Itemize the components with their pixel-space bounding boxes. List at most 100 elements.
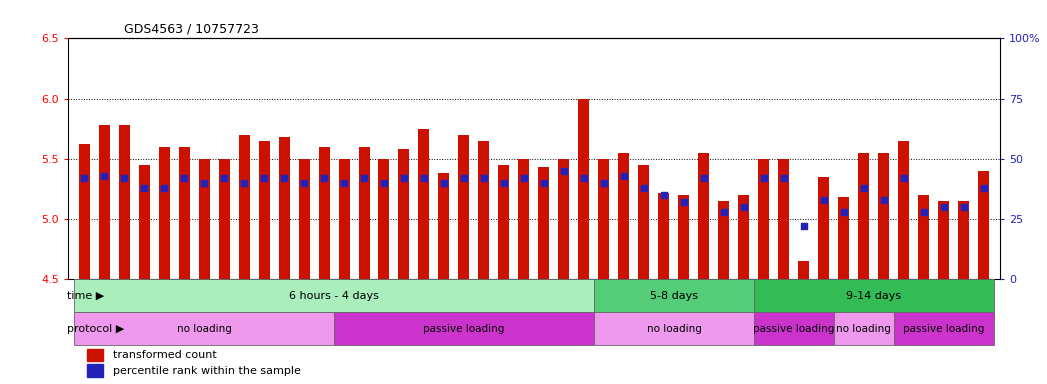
Point [776, 175, 793, 181]
Bar [754, 280, 994, 312]
Bar [978, 171, 989, 280]
Point [616, 173, 632, 179]
Point [176, 175, 193, 181]
Point [416, 175, 432, 181]
Bar [239, 135, 249, 280]
Bar [659, 193, 669, 280]
Bar [459, 135, 469, 280]
Point [816, 197, 832, 203]
Point [515, 175, 532, 181]
Point [596, 180, 612, 186]
Point [655, 192, 672, 198]
Text: 9-14 days: 9-14 days [846, 291, 901, 301]
Bar [419, 129, 429, 280]
Text: time ▶: time ▶ [67, 291, 105, 301]
Bar [79, 144, 90, 280]
Point [95, 173, 112, 179]
Point [196, 180, 213, 186]
Point [396, 175, 413, 181]
Bar [619, 153, 629, 280]
Text: no loading: no loading [646, 324, 701, 334]
Point [536, 180, 553, 186]
Bar [158, 147, 170, 280]
Bar [259, 141, 269, 280]
Bar [379, 159, 389, 280]
Point [956, 204, 973, 210]
Bar [778, 159, 789, 280]
Point [915, 209, 932, 215]
Bar [799, 261, 809, 280]
Bar [594, 280, 754, 312]
Bar [839, 197, 849, 280]
Bar [334, 312, 594, 345]
Point [556, 168, 573, 174]
Point [275, 175, 292, 181]
Bar [318, 147, 330, 280]
Bar [738, 195, 750, 280]
Text: GDS4563 / 10757723: GDS4563 / 10757723 [124, 23, 259, 36]
Bar [898, 141, 910, 280]
Bar [878, 153, 889, 280]
Text: no loading: no loading [837, 324, 891, 334]
Text: 6 hours - 4 days: 6 hours - 4 days [289, 291, 379, 301]
Bar [219, 159, 229, 280]
Bar [558, 159, 570, 280]
Point [136, 185, 153, 191]
Bar [758, 159, 770, 280]
Bar [958, 201, 970, 280]
Point [156, 185, 173, 191]
Point [715, 209, 732, 215]
Point [436, 180, 452, 186]
Point [115, 175, 132, 181]
Point [336, 180, 353, 186]
Bar [358, 147, 370, 280]
Bar [894, 312, 994, 345]
Text: passive loading: passive loading [423, 324, 505, 334]
Bar [754, 312, 833, 345]
Point [315, 175, 332, 181]
Point [356, 175, 373, 181]
Bar [698, 153, 710, 280]
Bar [718, 201, 730, 280]
Bar [518, 159, 530, 280]
Bar [179, 147, 190, 280]
Point [576, 175, 593, 181]
Bar [279, 137, 290, 280]
Point [675, 199, 692, 205]
Bar [199, 159, 209, 280]
Text: transformed count: transformed count [113, 350, 217, 360]
Point [796, 223, 812, 230]
Point [695, 175, 712, 181]
Point [475, 175, 492, 181]
Bar [538, 167, 550, 280]
Point [756, 175, 773, 181]
Bar [819, 177, 829, 280]
Bar [74, 280, 594, 312]
Bar [87, 349, 104, 361]
Text: passive loading: passive loading [753, 324, 834, 334]
Point [976, 185, 993, 191]
Text: no loading: no loading [177, 324, 231, 334]
Bar [594, 312, 754, 345]
Point [636, 185, 652, 191]
Bar [478, 141, 490, 280]
Bar [498, 165, 510, 280]
Bar [399, 149, 409, 280]
Point [376, 180, 393, 186]
Bar [439, 173, 449, 280]
Point [295, 180, 312, 186]
Point [495, 180, 512, 186]
Point [895, 175, 912, 181]
Bar [859, 153, 869, 280]
Bar [678, 195, 689, 280]
Point [736, 204, 753, 210]
Point [455, 175, 472, 181]
Point [855, 185, 872, 191]
Point [936, 204, 953, 210]
Text: passive loading: passive loading [904, 324, 984, 334]
Point [236, 180, 252, 186]
Bar [639, 165, 649, 280]
Bar [578, 99, 589, 280]
Bar [599, 159, 609, 280]
Text: protocol ▶: protocol ▶ [67, 324, 125, 334]
